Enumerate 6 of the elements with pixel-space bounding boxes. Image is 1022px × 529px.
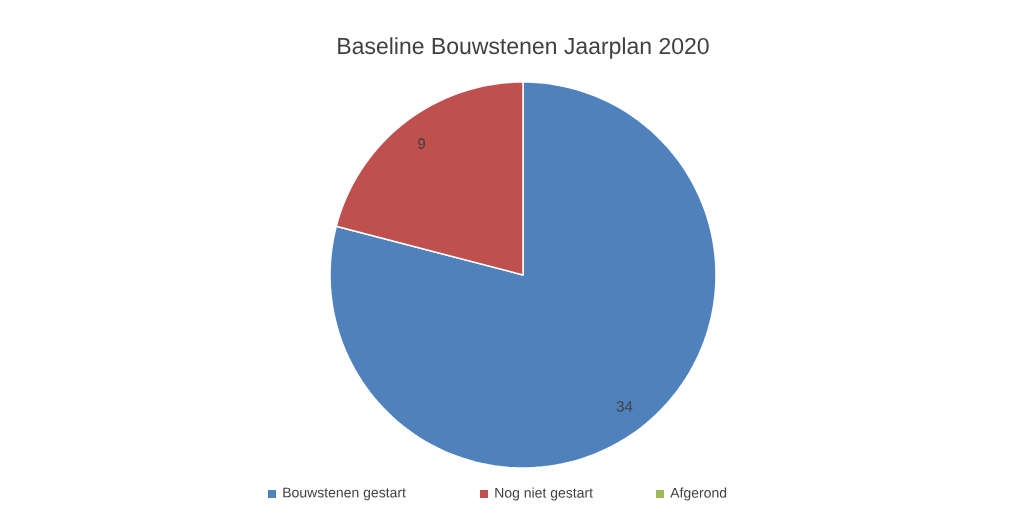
- legend-label: Bouwstenen gestart: [283, 487, 406, 501]
- data-label: 9: [418, 138, 426, 149]
- data-label: 34: [616, 401, 633, 412]
- legend-label: Afgerond: [670, 487, 727, 501]
- chart-title: Baseline Bouwstenen Jaarplan 2020: [338, 37, 709, 59]
- legend-label: Nog niet gestart: [495, 487, 593, 501]
